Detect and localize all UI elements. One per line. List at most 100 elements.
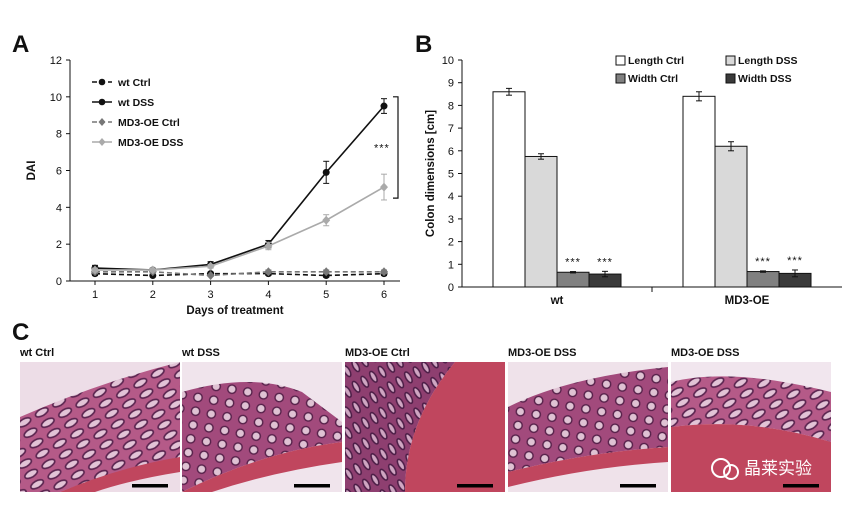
- legend-swatch: [615, 73, 626, 84]
- y-tick-label: 1: [448, 259, 454, 271]
- micrograph-label: MD3-OE DSS: [671, 347, 739, 359]
- y-tick-label: 10: [50, 92, 62, 104]
- legend-label: Width DSS: [738, 73, 792, 85]
- y-tick-label: 6: [448, 146, 454, 158]
- x-tick-label: 6: [381, 289, 387, 301]
- y-tick-label: 0: [56, 276, 62, 288]
- legend-swatch: [615, 55, 626, 66]
- legend-swatch: [725, 73, 736, 84]
- bar: [556, 271, 590, 288]
- dai-x-ticks: 1 2 3 4 5 6: [92, 281, 387, 301]
- legend-marker: [98, 138, 106, 146]
- micrograph-3: MD3-OE DSS: [508, 347, 668, 492]
- mucosa-tissue: [182, 382, 342, 492]
- scale-bar: [620, 484, 656, 488]
- scale-bar: [457, 484, 493, 488]
- data-point: [91, 265, 99, 275]
- data-point: [380, 182, 388, 192]
- bar: [492, 91, 526, 288]
- data-point: [148, 265, 157, 275]
- y-axis-label: Colon dimensions [cm]: [425, 110, 437, 237]
- panel-c-letter: C: [12, 319, 29, 346]
- legend-label: MD3-OE Ctrl: [118, 117, 180, 129]
- colon-y-ticks: 0 1 2 3 4 5 6 7 8 9 10: [442, 55, 462, 294]
- y-tick-label: 6: [56, 166, 62, 178]
- dai-series: [91, 98, 388, 280]
- data-point: [380, 267, 388, 277]
- scale-bar: [132, 484, 168, 488]
- x-category-label: MD3-OE: [725, 295, 770, 307]
- colon-bars: *** *** *** ***: [492, 87, 812, 288]
- dai-y-ticks: 0 2 4 6 8 10 12: [50, 55, 70, 288]
- micrograph-label: wt Ctrl: [19, 347, 54, 359]
- data-point: [322, 215, 331, 225]
- panel-a-letter: A: [12, 31, 29, 58]
- x-tick-label: 1: [92, 289, 98, 301]
- bar: [682, 95, 716, 288]
- x-tick-label: 2: [150, 289, 156, 301]
- scale-bar: [294, 484, 330, 488]
- muscularis-tissue: [60, 457, 180, 492]
- significance-label: ***: [787, 255, 803, 267]
- legend-label: Width Ctrl: [628, 73, 678, 85]
- micrograph-label: MD3-OE DSS: [508, 347, 576, 359]
- y-tick-label: 3: [448, 214, 454, 226]
- data-point: [380, 102, 388, 110]
- significance-bracket: [393, 96, 399, 199]
- legend-marker: [98, 78, 106, 86]
- dai-axes: [69, 60, 400, 282]
- series-3: [91, 173, 388, 275]
- series-line: [95, 270, 384, 277]
- chat-icon: [711, 458, 731, 478]
- colon-legend: Length Ctrl Length DSS Width Ctrl Width DSS: [615, 55, 798, 85]
- significance-label: ***: [565, 257, 581, 269]
- bar: [524, 155, 558, 288]
- data-point: [322, 267, 331, 277]
- bar: [714, 145, 748, 288]
- significance-label: ***: [755, 256, 771, 268]
- significance-label: ***: [374, 142, 390, 154]
- muscularis-tissue: [182, 442, 342, 492]
- legend-label: wt DSS: [117, 97, 154, 109]
- bar: [746, 271, 780, 288]
- muscularis-tissue: [405, 362, 505, 492]
- legend-marker: [98, 98, 106, 106]
- legend-label: MD3-OE DSS: [118, 137, 183, 149]
- legend-label: Length Ctrl: [628, 55, 684, 67]
- micrograph-label: wt DSS: [181, 347, 220, 359]
- series-line: [95, 186, 385, 271]
- y-tick-label: 10: [442, 55, 454, 67]
- mucosa-tissue: [20, 362, 180, 492]
- mucosa-tissue: [671, 376, 831, 442]
- micrograph-label: MD3-OE Ctrl: [345, 347, 410, 359]
- micrograph-4: MD3-OE DSS: [671, 347, 831, 492]
- y-tick-label: 9: [448, 78, 454, 90]
- y-axis-label: DAI: [26, 161, 38, 181]
- y-tick-label: 2: [448, 237, 454, 249]
- legend-marker: [98, 118, 106, 126]
- legend-swatch: [725, 55, 736, 66]
- significance-label: ***: [597, 256, 613, 268]
- y-tick-label: 0: [448, 282, 454, 294]
- series-line: [94, 105, 385, 271]
- y-tick-label: 4: [56, 202, 62, 214]
- x-tick-label: 5: [323, 289, 329, 301]
- colon-dimensions-bar-chart: 0 1 2 3 4 5 6 7 8 9 10 *** *** *** *** wt MD3-OE Lengt…: [425, 55, 842, 307]
- mucosa-tissue: [508, 367, 668, 472]
- dai-legend: wt Ctrl wt DSS MD3-OE Ctrl MD3-OE DSS: [92, 77, 183, 149]
- muscularis-tissue: [508, 447, 668, 487]
- y-tick-label: 8: [56, 129, 62, 141]
- data-point: [206, 261, 215, 271]
- x-tick-label: 3: [208, 289, 214, 301]
- mucosa-tissue: [345, 362, 455, 492]
- muscularis-tissue: [671, 424, 831, 492]
- micrograph-2: MD3-OE Ctrl: [345, 347, 505, 492]
- chat-bubble-icon: [723, 464, 739, 480]
- micrograph-1: wt DSS: [181, 347, 342, 492]
- panel-b-letter: B: [415, 31, 432, 58]
- colon-x-ticks: wt MD3-OE: [550, 287, 770, 307]
- micrograph-row: wt Ctrl wt DSS MD3-OE Ctrl MD3-OE DSS MD3-OE…: [19, 347, 831, 492]
- micrograph-0: wt Ctrl: [19, 347, 180, 492]
- x-axis-label: Days of treatment: [186, 305, 283, 317]
- y-tick-label: 5: [448, 169, 454, 181]
